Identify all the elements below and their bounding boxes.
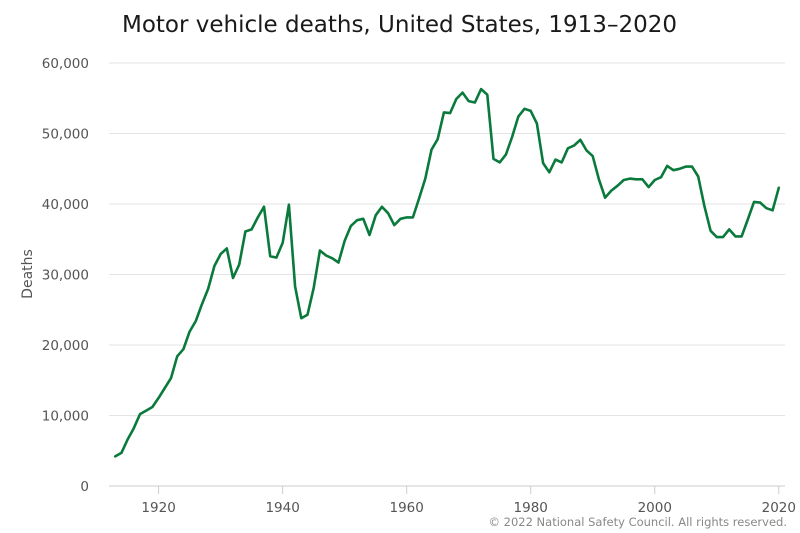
chart-title: Motor vehicle deaths, United States, 191… <box>122 12 677 38</box>
x-tick-label: 2020 <box>762 500 796 516</box>
y-tick-label: 30,000 <box>42 268 89 284</box>
x-tick-label: 2000 <box>638 500 672 516</box>
y-tick-label: 60,000 <box>42 56 89 72</box>
y-axis-ticks: 0 10,000 20,000 30,000 40,000 50,000 60,000 <box>42 56 89 495</box>
x-tick-label: 1940 <box>265 500 299 516</box>
y-tick-label: 10,000 <box>42 409 89 425</box>
series-line-motor-vehicle-deaths <box>113 87 781 458</box>
y-tick-label: 20,000 <box>42 338 89 354</box>
copyright-credit: © 2022 National Safety Council. All righ… <box>488 515 787 529</box>
y-tick-label: 50,000 <box>42 127 89 143</box>
y-tick-label: 0 <box>80 479 89 495</box>
y-axis-label: Deaths <box>20 249 36 299</box>
x-axis-ticks: 1920 1940 1960 1980 2000 2020 <box>141 486 796 516</box>
gridlines <box>109 62 785 487</box>
y-tick-label: 40,000 <box>42 197 89 213</box>
x-tick-label: 1980 <box>514 500 548 516</box>
x-tick-label: 1960 <box>390 500 424 516</box>
x-tick-label: 1920 <box>141 500 175 516</box>
